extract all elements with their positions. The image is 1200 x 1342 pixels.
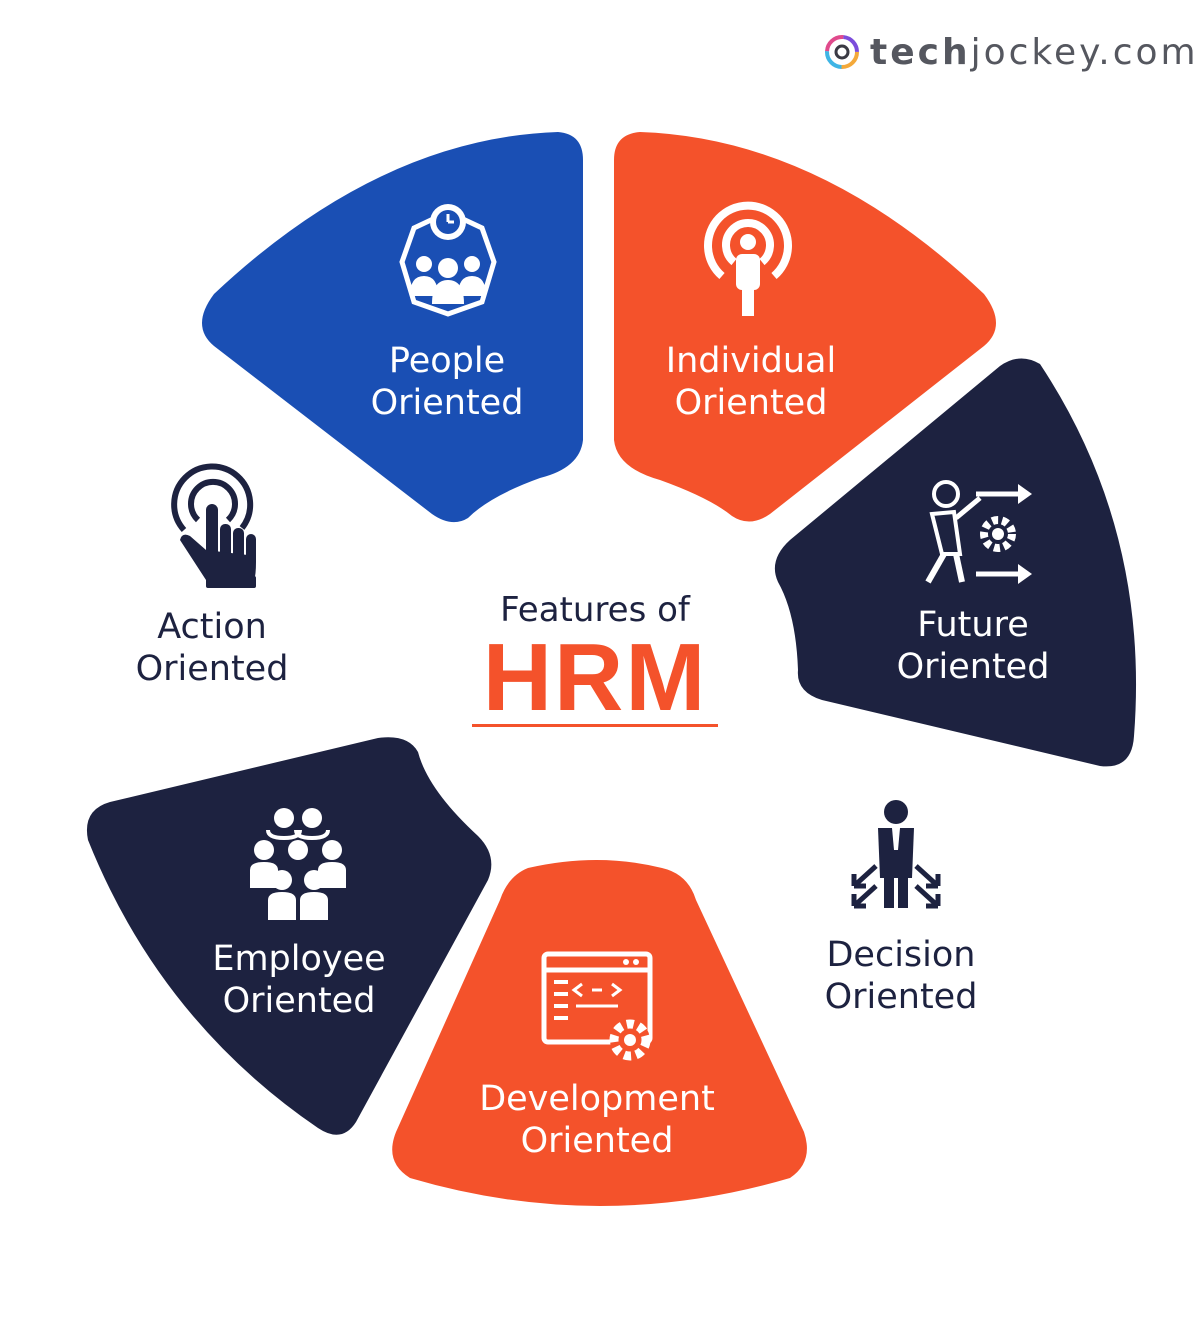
employee-line1: Employee (212, 939, 386, 979)
techjockey-logo: tech jockey.com (822, 28, 1199, 76)
center-main-title: HRM (482, 624, 708, 731)
segment-people-oriented (202, 132, 583, 523)
label-employee-oriented: Employee Oriented (184, 938, 414, 1022)
action-line1: Action (157, 607, 267, 647)
development-line1: Development (479, 1079, 715, 1119)
people-line2: Oriented (370, 383, 524, 423)
decision-line1: Decision (826, 935, 976, 975)
future-line2: Oriented (896, 647, 1050, 687)
action-line2: Oriented (135, 649, 289, 689)
logo-suffix: jockey.com (970, 31, 1199, 73)
logo-prefix: tech (870, 31, 971, 73)
center-subtitle: Features of (500, 590, 690, 630)
center-title: Features of HRM (440, 588, 750, 727)
individual-line1: Individual (665, 341, 837, 381)
segment-development-oriented (392, 860, 807, 1206)
employee-line2: Oriented (222, 981, 376, 1021)
segment-employee-oriented (86, 737, 492, 1135)
individual-line2: Oriented (674, 383, 828, 423)
employee-group-icon (250, 808, 346, 920)
techjockey-logo-icon (825, 35, 859, 69)
future-line1: Future (917, 605, 1029, 645)
decision-line2: Oriented (824, 977, 978, 1017)
label-people-oriented: People Oriented (347, 340, 547, 424)
title-underline (472, 724, 718, 727)
touch-hand-icon (171, 463, 256, 588)
label-future-oriented: Future Oriented (868, 604, 1078, 688)
businessman-arrows-icon (851, 800, 941, 909)
team-clock-icon (399, 204, 497, 317)
development-line2: Oriented (520, 1121, 674, 1161)
person-gear-arrows-icon (925, 480, 1032, 584)
label-decision-oriented: Decision Oriented (796, 934, 1006, 1018)
label-action-oriented: Action Oriented (112, 606, 312, 690)
code-window-gear-icon (541, 951, 653, 1061)
target-person-icon (704, 201, 792, 316)
label-development-oriented: Development Oriented (460, 1078, 734, 1162)
label-individual-oriented: Individual Oriented (636, 340, 866, 424)
people-line1: People (388, 341, 506, 381)
